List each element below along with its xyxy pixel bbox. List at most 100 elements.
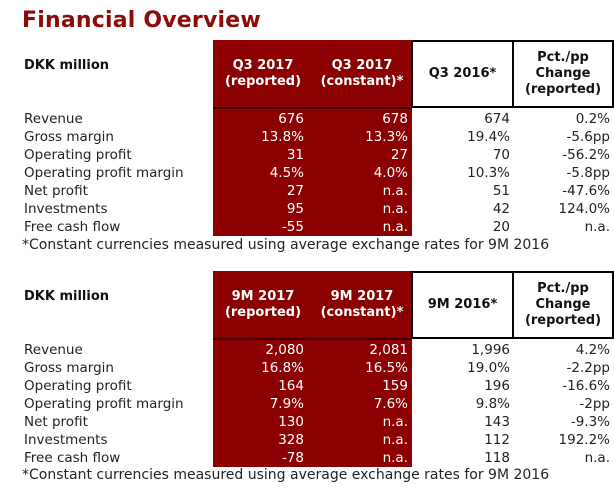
header-line: 9M 2016*: [427, 297, 498, 312]
cell-change: -2pp: [579, 396, 610, 412]
row-label: Investments: [24, 432, 108, 448]
cell-reported: -78: [281, 450, 304, 466]
highlight-block-2017: [213, 271, 412, 467]
cell-prior: 143: [484, 414, 510, 430]
table-row: Gross margin 16.8% 16.5% 19.0% -2.2pp: [0, 359, 614, 377]
cell-constant: n.a.: [382, 414, 408, 430]
cell-change: 4.2%: [575, 342, 610, 358]
row-label: Operating profit: [24, 378, 132, 394]
table-row: Investments 95 n.a. 42 124.0%: [0, 200, 614, 218]
cell-change: -56.2%: [562, 147, 610, 163]
header-line: Pct./pp: [537, 50, 589, 65]
cell-constant: n.a.: [382, 201, 408, 217]
header-line: Pct./pp: [537, 281, 589, 296]
header-divider: [213, 338, 412, 340]
row-label: Net profit: [24, 414, 88, 430]
cell-constant: n.a.: [382, 432, 408, 448]
cell-reported: 16.8%: [261, 360, 304, 376]
header-reported: 9M 2017 (reported): [213, 271, 313, 339]
table-header: DKK million Q3 2017 (reported) Q3 2017 (co…: [0, 40, 614, 108]
row-label: Revenue: [24, 342, 83, 358]
header-divider: [213, 107, 412, 109]
header-line: (reported): [224, 74, 302, 89]
table-row: Free cash flow -78 n.a. 118 n.a.: [0, 449, 614, 467]
cell-prior: 674: [484, 111, 510, 127]
header-change: Pct./pp Change (reported): [512, 40, 614, 108]
row-label: Net profit: [24, 183, 88, 199]
cell-reported: 130: [278, 414, 304, 430]
cell-prior: 10.3%: [467, 165, 510, 181]
cell-reported: 13.8%: [261, 129, 304, 145]
cell-change: -5.6pp: [566, 129, 610, 145]
9m-financial-table: DKK million 9M 2017 (reported) 9M 2017 (co…: [0, 271, 614, 471]
header-line: (reported): [524, 82, 602, 97]
cell-reported: 164: [278, 378, 304, 394]
cell-prior: 20: [492, 219, 510, 235]
row-label: Free cash flow: [24, 219, 121, 235]
cell-change: -5.8pp: [566, 165, 610, 181]
header-line: (constant)*: [320, 74, 404, 89]
row-label: Operating profit margin: [24, 165, 184, 181]
cell-reported: 95: [286, 201, 304, 217]
cell-prior: 196: [484, 378, 510, 394]
table-row: Revenue 676 678 674 0.2%: [0, 110, 614, 128]
cell-constant: 159: [382, 378, 408, 394]
cell-constant: 16.5%: [365, 360, 408, 376]
cell-reported: -55: [281, 219, 304, 235]
cell-change: 0.2%: [575, 111, 610, 127]
header-line: 9M 2017: [330, 289, 394, 304]
table-row: Free cash flow -55 n.a. 20 n.a.: [0, 218, 614, 236]
cell-prior: 19.0%: [467, 360, 510, 376]
cell-prior: 9.8%: [475, 396, 510, 412]
header-line: Q3 2017: [232, 58, 294, 73]
cell-prior: 19.4%: [467, 129, 510, 145]
table-row: Net profit 130 n.a. 143 -9.3%: [0, 413, 614, 431]
row-label: Gross margin: [24, 360, 114, 376]
cell-reported: 31: [286, 147, 304, 163]
highlight-block-2017: [213, 40, 412, 236]
cell-change: 192.2%: [558, 432, 610, 448]
table-row: Net profit 27 n.a. 51 -47.6%: [0, 182, 614, 200]
header-line: (reported): [224, 305, 302, 320]
cell-change: -9.3%: [570, 414, 610, 430]
cell-prior: 1,996: [471, 342, 510, 358]
header-line: Q3 2017: [331, 58, 393, 73]
header-prior-year: 9M 2016*: [411, 271, 514, 339]
table-body: Revenue 2,080 2,081 1,996 4.2% Gross margin 1…: [0, 341, 614, 467]
cell-constant: n.a.: [382, 219, 408, 235]
table-row: Operating profit margin 7.9% 7.6% 9.8% -2pp: [0, 395, 614, 413]
cell-constant: n.a.: [382, 183, 408, 199]
cell-change: -2.2pp: [566, 360, 610, 376]
cell-reported: 27: [286, 183, 304, 199]
row-label: Revenue: [24, 111, 83, 127]
header-line: Change: [535, 297, 591, 312]
page-title: Financial Overview: [22, 8, 261, 33]
row-label: Gross margin: [24, 129, 114, 145]
header-reported: Q3 2017 (reported): [213, 40, 313, 108]
header-line: (constant)*: [320, 305, 404, 320]
q3-financial-table: DKK million Q3 2017 (reported) Q3 2017 (co…: [0, 40, 614, 240]
table-row: Operating profit 31 27 70 -56.2%: [0, 146, 614, 164]
cell-constant: 7.6%: [373, 396, 408, 412]
cell-prior: 70: [492, 147, 510, 163]
cell-reported: 4.5%: [269, 165, 304, 181]
cell-change: 124.0%: [558, 201, 610, 217]
row-label: Free cash flow: [24, 450, 121, 466]
header-prior-year: Q3 2016*: [411, 40, 514, 108]
cell-prior: 118: [484, 450, 510, 466]
unit-label: DKK million: [24, 289, 110, 304]
header-line: Q3 2016*: [428, 66, 497, 81]
table-body: Revenue 676 678 674 0.2% Gross margin 13.8% 13…: [0, 110, 614, 236]
row-label: Operating profit: [24, 147, 132, 163]
cell-reported: 676: [278, 111, 304, 127]
table-row: Operating profit margin 4.5% 4.0% 10.3% -5.8…: [0, 164, 614, 182]
table-row: Gross margin 13.8% 13.3% 19.4% -5.6pp: [0, 128, 614, 146]
header-line: (reported): [524, 313, 602, 328]
cell-change: -47.6%: [562, 183, 610, 199]
footnote: *Constant currencies measured using aver…: [22, 237, 550, 253]
row-label: Operating profit margin: [24, 396, 184, 412]
table-row: Investments 328 n.a. 112 192.2%: [0, 431, 614, 449]
table-row: Operating profit 164 159 196 -16.6%: [0, 377, 614, 395]
cell-constant: n.a.: [382, 450, 408, 466]
cell-reported: 7.9%: [269, 396, 304, 412]
